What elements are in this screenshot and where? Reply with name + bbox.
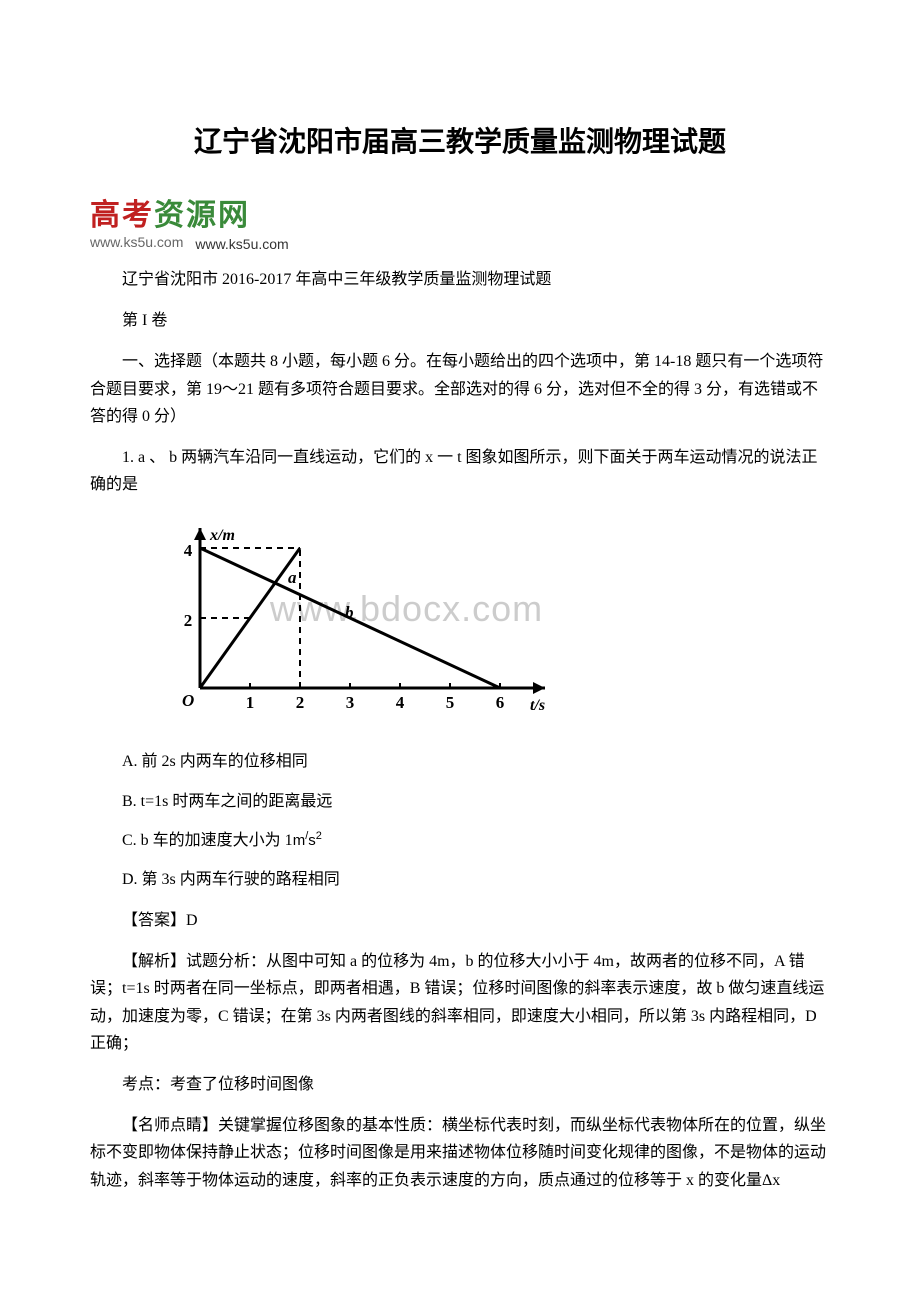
logo-red-text: 高考 [90, 199, 154, 232]
x-axis-arrow [533, 682, 545, 694]
x-axis-label: t/s [530, 697, 545, 714]
y-axis-label: x/m [209, 527, 235, 544]
x-tick-label: 4 [396, 693, 405, 712]
y-axis-arrow [194, 528, 206, 540]
chart-svg: 1 2 3 4 5 6 2 4 t/s x/m O a b [150, 518, 570, 728]
option-a: A. 前 2s 内两车的位移相同 [90, 748, 830, 775]
logo-url-2: www.ks5u.com [195, 236, 288, 252]
option-c-unit: m/s2 [293, 832, 322, 849]
option-c-prefix: C. b 车的加速度大小为 1 [122, 832, 293, 849]
x-tick-label: 2 [296, 693, 305, 712]
kaodian: 考点：考查了位移时间图像 [90, 1071, 830, 1098]
subtitle: 辽宁省沈阳市 2016-2017 年高中三年级教学质量监测物理试题 [90, 266, 830, 293]
series-a-label: a [288, 568, 297, 587]
section-intro: 一、选择题（本题共 8 小题，每小题 6 分。在每小题给出的四个选项中，第 14… [90, 348, 830, 430]
logo-text: 高考资源网 [90, 190, 830, 234]
question-stem: 1. a 、 b 两辆汽车沿同一直线运动，它们的 x 一 t 图象如图所示，则下… [90, 444, 830, 498]
option-d: D. 第 3s 内两车行驶的路程相同 [90, 866, 830, 893]
logo-green-text: 资源网 [154, 199, 250, 232]
x-tick-label: 1 [246, 693, 255, 712]
xt-chart: www.bdocx.com 1 2 3 4 5 6 2 4 t/s [150, 518, 570, 728]
y-tick-label: 2 [184, 611, 193, 630]
document-page: 辽宁省沈阳市届高三教学质量监测物理试题 高考资源网 www.ks5u.com w… [0, 0, 920, 1268]
answer: 【答案】D [90, 907, 830, 934]
page-title: 辽宁省沈阳市届高三教学质量监测物理试题 [90, 120, 830, 160]
series-b-label: b [345, 603, 354, 622]
option-b: B. t=1s 时两车之间的距离最远 [90, 788, 830, 815]
logo-block: 高考资源网 www.ks5u.com www.ks5u.com [90, 190, 830, 252]
logo-urls: www.ks5u.com www.ks5u.com [90, 234, 830, 252]
x-tick-label: 3 [346, 693, 355, 712]
tip: 【名师点睛】关键掌握位移图象的基本性质：横坐标代表时刻，而纵坐标代表物体所在的位… [90, 1112, 830, 1194]
y-tick-label: 4 [184, 541, 193, 560]
x-tick-label: 5 [446, 693, 455, 712]
option-c: C. b 车的加速度大小为 1m/s2 [90, 827, 830, 854]
logo-url-1: www.ks5u.com [90, 234, 183, 250]
x-tick-label: 6 [496, 693, 505, 712]
origin-label: O [182, 691, 194, 710]
analysis: 【解析】试题分析：从图中可知 a 的位移为 4m，b 的位移大小小于 4m，故两… [90, 948, 830, 1057]
section-label: 第 I 卷 [90, 307, 830, 334]
